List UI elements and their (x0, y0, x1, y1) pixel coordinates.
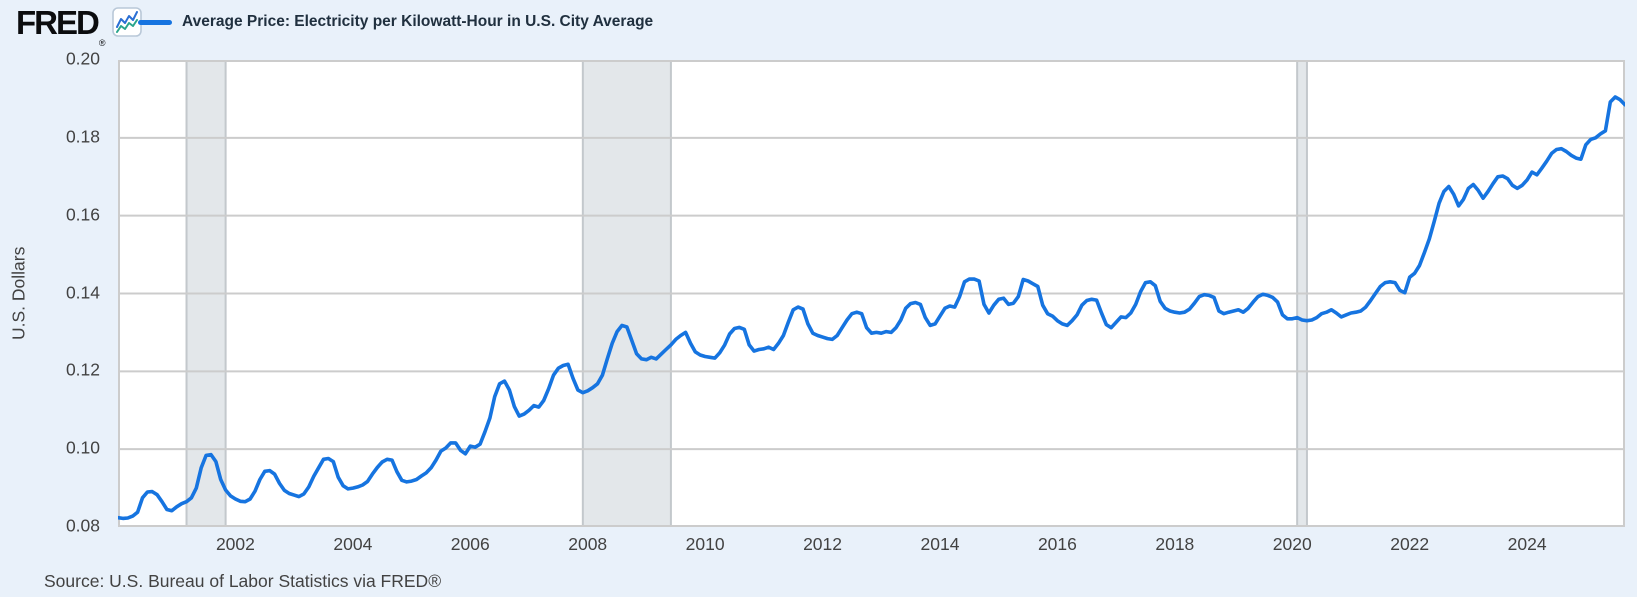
series-legend: Average Price: Electricity per Kilowatt-… (138, 0, 653, 44)
x-tick-label: 2012 (803, 534, 843, 554)
x-axis-tick-labels: 2002 2004 2006 2008 2010 2012 2014 2016 2018 2020… (0, 534, 1637, 558)
series-color-swatch (138, 19, 172, 25)
x-tick-label: 2020 (1272, 534, 1312, 554)
y-tick-label: 0.20 (65, 48, 100, 69)
x-tick-label: 2018 (1155, 534, 1195, 554)
x-tick-label: 2008 (568, 534, 608, 554)
data-line[interactable] (118, 95, 1625, 521)
y-tick-label: 0.12 (65, 359, 100, 380)
fred-logo-group[interactable]: FRED® (16, 4, 142, 48)
x-tick-label: 2004 (333, 534, 373, 554)
x-tick-label: 2022 (1390, 534, 1430, 554)
y-tick-label: 0.14 (65, 281, 100, 302)
series-legend-label: Average Price: Electricity per Kilowatt-… (182, 13, 654, 30)
x-tick-label: 2002 (215, 534, 255, 554)
y-tick-label: 0.08 (65, 515, 100, 536)
x-tick-label: 2016 (1037, 534, 1077, 554)
x-tick-label: 2006 (450, 534, 490, 554)
registered-trademark-symbol: ® (98, 38, 106, 48)
y-axis-tick-labels: 0.08 0.10 0.12 0.14 0.16 0.18 0.20 (0, 48, 100, 535)
y-tick-label: 0.18 (65, 126, 100, 147)
x-tick-label: 2024 (1507, 534, 1547, 554)
plot-area[interactable] (118, 60, 1625, 527)
y-tick-label: 0.10 (65, 437, 100, 458)
fred-logo[interactable]: FRED (16, 4, 100, 41)
x-tick-label: 2014 (920, 534, 960, 554)
source-note: Source: U.S. Bureau of Labor Statistics … (44, 571, 442, 591)
x-tick-label: 2010 (685, 534, 725, 554)
plot-border (118, 60, 1625, 527)
y-tick-label: 0.16 (65, 204, 100, 225)
